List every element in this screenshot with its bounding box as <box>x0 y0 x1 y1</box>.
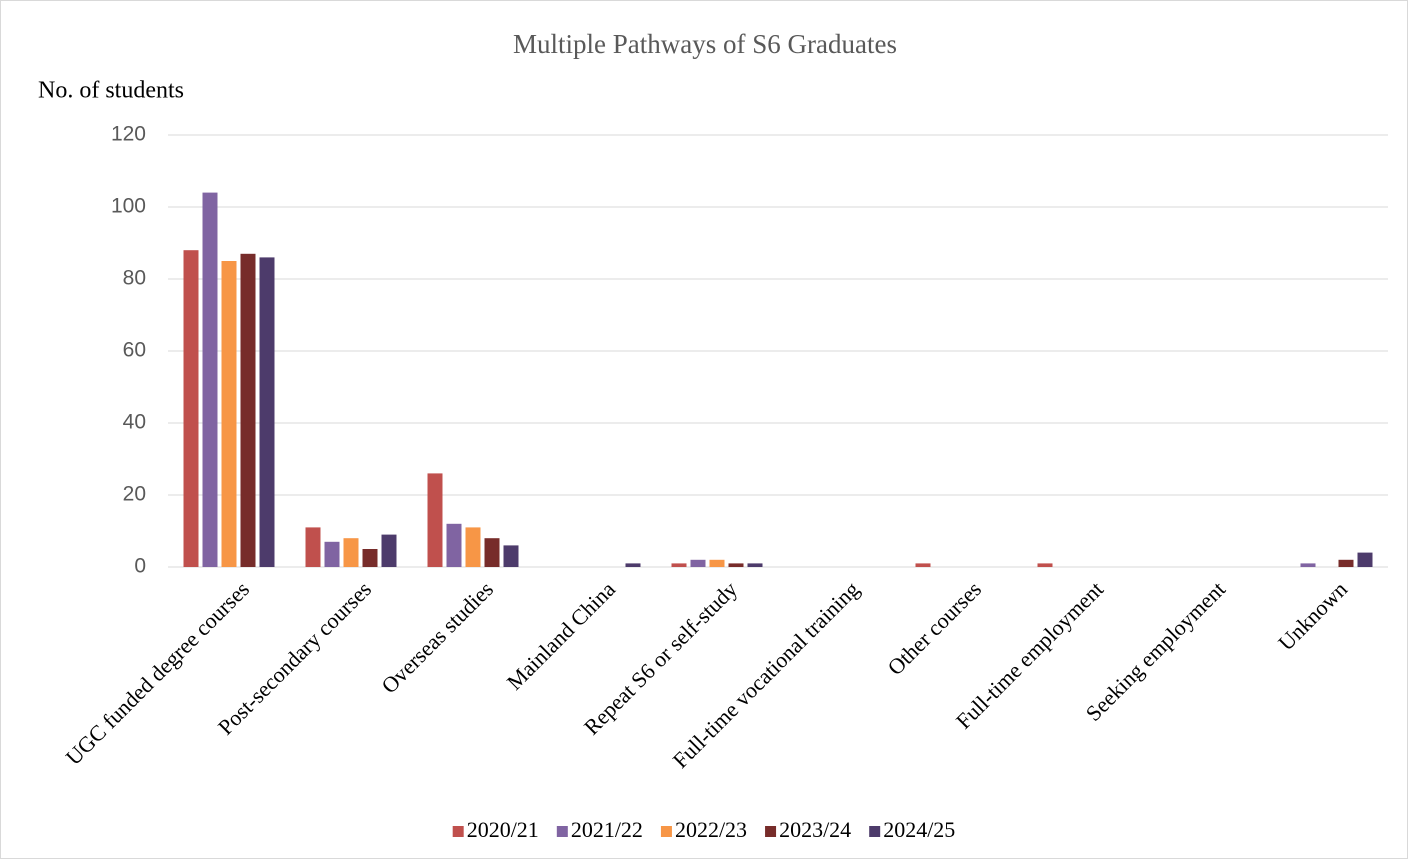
legend-label: 2021/22 <box>571 817 643 842</box>
y-axis-label: No. of students <box>38 78 184 104</box>
bar <box>381 534 397 567</box>
y-tick-label: 80 <box>123 267 146 290</box>
bar <box>1357 552 1373 567</box>
bar <box>690 559 706 567</box>
legend-label: 2024/25 <box>883 817 955 842</box>
y-tick-label: 0 <box>134 555 146 578</box>
bar <box>343 538 359 567</box>
bar <box>503 545 519 567</box>
bar <box>1338 559 1354 567</box>
legend-label: 2020/21 <box>467 817 539 842</box>
bar <box>625 563 641 567</box>
bar <box>465 527 481 567</box>
legend-label: 2022/23 <box>675 817 747 842</box>
y-tick-label: 100 <box>111 195 146 218</box>
bar <box>484 538 500 567</box>
bar <box>324 541 340 567</box>
bar <box>915 563 931 567</box>
bar <box>202 192 218 567</box>
legend-label: 2023/24 <box>779 817 851 842</box>
y-tick-label: 20 <box>123 483 146 506</box>
legend-swatch <box>556 826 568 837</box>
bar <box>671 563 687 567</box>
bar <box>183 250 199 567</box>
y-tick-label: 120 <box>111 123 146 146</box>
legend-swatch <box>452 826 464 837</box>
legend-swatch <box>765 826 777 837</box>
bar <box>305 527 321 567</box>
legend-swatch <box>660 826 672 837</box>
legend-swatch <box>869 826 881 837</box>
bar <box>240 253 256 568</box>
bar <box>446 523 462 567</box>
bar <box>362 549 378 567</box>
bar <box>728 563 744 567</box>
chart-title: Multiple Pathways of S6 Graduates <box>513 29 897 59</box>
y-tick-label: 40 <box>123 411 146 434</box>
bar <box>1300 563 1316 567</box>
bar <box>427 473 443 567</box>
bar <box>747 563 763 567</box>
bar <box>709 559 725 567</box>
bar <box>259 257 275 567</box>
bar <box>1037 563 1053 567</box>
bar <box>221 261 237 567</box>
y-tick-label: 60 <box>123 339 146 362</box>
